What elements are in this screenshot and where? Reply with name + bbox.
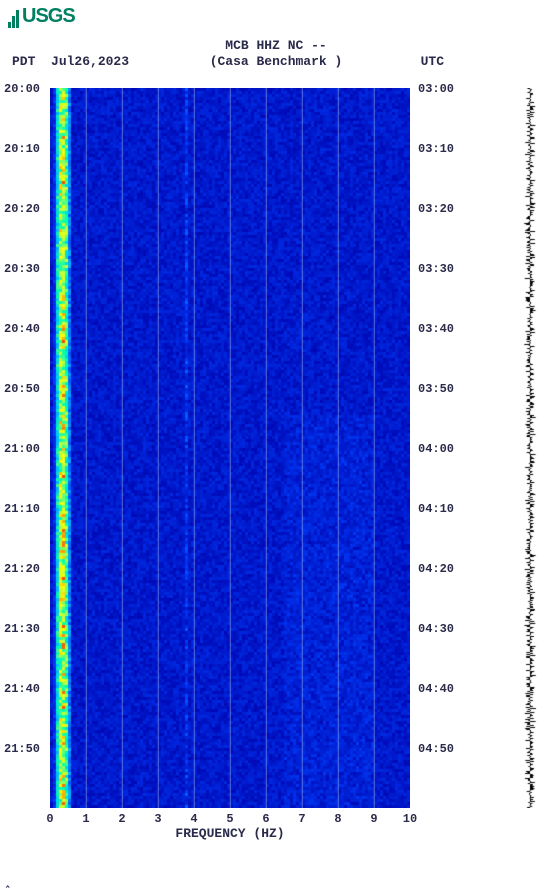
y-right-tick-label: 04:30	[418, 622, 454, 636]
grid-line	[266, 88, 267, 808]
grid-line	[194, 88, 195, 808]
x-tick-label: 6	[262, 812, 269, 826]
x-tick-label: 9	[370, 812, 377, 826]
plot-title-line1: MCB HHZ NC --	[0, 38, 552, 53]
x-axis-title: FREQUENCY (HZ)	[50, 826, 410, 841]
y-left-tick-label: 20:40	[4, 322, 40, 336]
footer-caret: ‸	[6, 877, 9, 889]
x-tick-label: 1	[82, 812, 89, 826]
y-left-tick-label: 20:00	[4, 82, 40, 96]
y-left-tick-label: 20:20	[4, 202, 40, 216]
y-right-tick-label: 03:20	[418, 202, 454, 216]
right-tz-label: UTC	[421, 54, 444, 69]
y-left-tick-label: 20:10	[4, 142, 40, 156]
x-tick-label: 2	[118, 812, 125, 826]
x-tick-label: 4	[190, 812, 197, 826]
y-left-tick-label: 20:30	[4, 262, 40, 276]
x-tick-label: 0	[46, 812, 53, 826]
y-right-tick-label: 03:50	[418, 382, 454, 396]
usgs-logo: USGS	[8, 5, 75, 28]
y-left-tick-label: 21:20	[4, 562, 40, 576]
x-tick-label: 7	[298, 812, 305, 826]
x-tick-label: 3	[154, 812, 161, 826]
y-left-tick-label: 20:50	[4, 382, 40, 396]
y-left-tick-label: 21:10	[4, 502, 40, 516]
grid-line	[230, 88, 231, 808]
grid-line	[86, 88, 87, 808]
y-right-tick-label: 04:10	[418, 502, 454, 516]
usgs-logo-bars	[8, 5, 20, 28]
y-right-tick-label: 04:20	[418, 562, 454, 576]
y-right-tick-label: 04:50	[418, 742, 454, 756]
grid-line	[302, 88, 303, 808]
grid-line	[338, 88, 339, 808]
y-right-tick-label: 03:00	[418, 82, 454, 96]
y-right-tick-label: 03:10	[418, 142, 454, 156]
grid-line	[122, 88, 123, 808]
usgs-logo-text: USGS	[22, 5, 75, 27]
side-seismogram	[516, 88, 544, 808]
y-left-tick-label: 21:00	[4, 442, 40, 456]
y-right-tick-label: 04:00	[418, 442, 454, 456]
y-right-tick-label: 03:40	[418, 322, 454, 336]
grid-line	[158, 88, 159, 808]
y-left-tick-label: 21:40	[4, 682, 40, 696]
side-seismogram-canvas	[516, 88, 544, 808]
plot-title-line2: (Casa Benchmark )	[0, 54, 552, 69]
y-left-tick-label: 21:50	[4, 742, 40, 756]
x-tick-label: 10	[403, 812, 417, 826]
spectrogram-plot	[50, 88, 410, 808]
y-right-tick-label: 04:40	[418, 682, 454, 696]
x-tick-label: 5	[226, 812, 233, 826]
grid-line	[374, 88, 375, 808]
x-tick-label: 8	[334, 812, 341, 826]
y-right-tick-label: 03:30	[418, 262, 454, 276]
y-left-tick-label: 21:30	[4, 622, 40, 636]
